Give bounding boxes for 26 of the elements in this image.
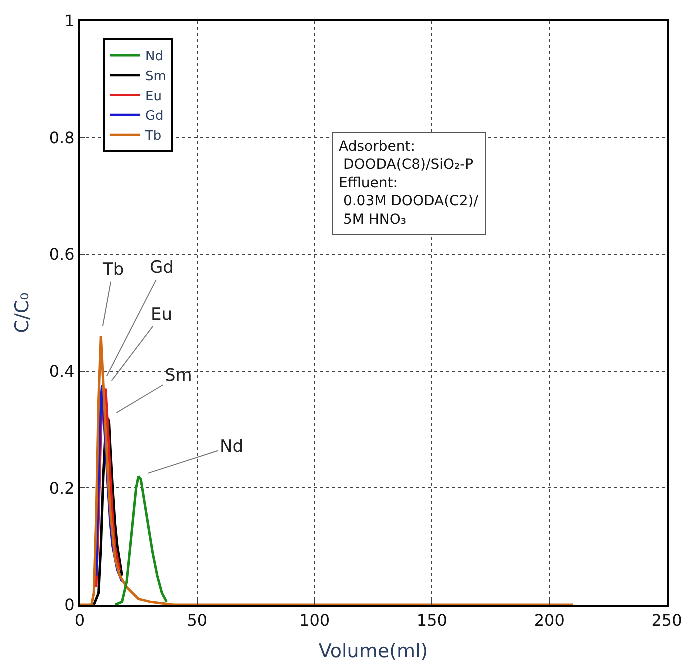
y-tick-label: 0.4 <box>49 362 75 381</box>
annotation: Tb <box>102 260 124 280</box>
x-tick-label: 200 <box>534 611 565 630</box>
x-tick-label: 250 <box>652 611 682 630</box>
annotation: Sm <box>165 366 192 386</box>
y-tick-label: 0.2 <box>49 478 75 498</box>
annotation: Nd <box>220 437 244 457</box>
legend-label: Tb <box>144 129 162 144</box>
x-tick-label: 100 <box>300 611 330 630</box>
y-axis-title: C/C₀ <box>12 292 34 334</box>
annotation: Adsorbent: DOODA(C8)/SiO₂-P Effluent: 0.03M DOODA(C2)/ 5M HNO₃ <box>339 139 479 228</box>
y-tick-label: 0.6 <box>49 245 75 264</box>
annotation: Gd <box>150 258 174 278</box>
legend-label: Sm <box>145 69 166 84</box>
legend-label: Nd <box>145 50 164 65</box>
line-series <box>114 475 168 605</box>
legend-label: Eu <box>145 89 162 104</box>
legend-label: Gd <box>145 109 164 124</box>
x-tick-label: 150 <box>416 611 448 630</box>
y-tick-label: 0.8 <box>49 128 75 148</box>
x-axis-title: Volume(ml) <box>318 640 428 662</box>
x-tick-label: 50 <box>187 611 208 630</box>
annotation: Eu <box>151 305 173 325</box>
y-tick-label: 1 <box>64 12 75 31</box>
line-series <box>80 335 574 605</box>
y-tick-label: 0 <box>64 596 75 615</box>
